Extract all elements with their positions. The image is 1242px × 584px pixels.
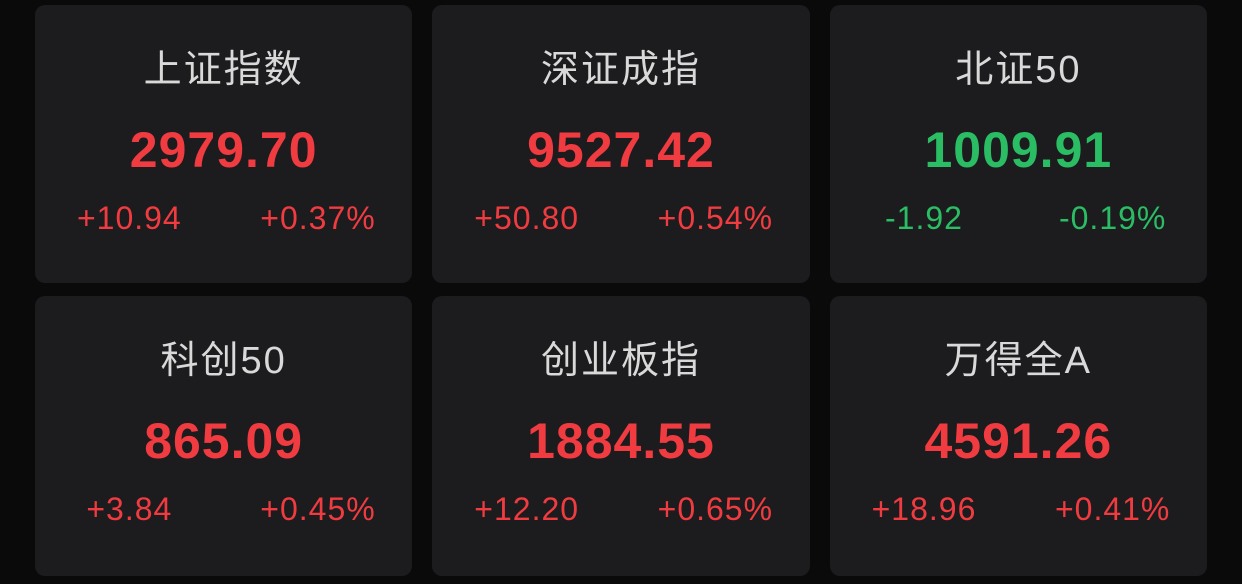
- index-change-pct: +0.37%: [260, 200, 376, 236]
- index-change-row: +50.80 +0.54%: [432, 200, 809, 236]
- index-change: +10.94: [76, 200, 182, 236]
- index-change: -1.92: [885, 200, 963, 236]
- index-card[interactable]: 万得全A 4591.26 +18.96 +0.41%: [829, 296, 1207, 576]
- index-name: 万得全A: [944, 340, 1092, 382]
- index-change: +18.96: [871, 491, 977, 527]
- index-value: 2979.70: [129, 122, 318, 178]
- index-name: 科创50: [160, 340, 287, 382]
- index-value: 4591.26: [924, 413, 1113, 469]
- index-name: 上证指数: [143, 49, 304, 91]
- index-value: 865.09: [144, 413, 304, 469]
- index-card[interactable]: 深证成指 9527.42 +50.80 +0.54%: [432, 5, 810, 283]
- index-change-row: -1.92 -0.19%: [830, 200, 1207, 236]
- index-change-pct: -0.19%: [1058, 200, 1167, 236]
- index-value: 9527.42: [527, 122, 715, 178]
- index-value: 1884.55: [527, 413, 715, 469]
- index-change-row: +3.84 +0.45%: [35, 491, 412, 527]
- index-change-pct: +0.54%: [657, 200, 774, 236]
- index-change: +50.80: [474, 200, 580, 236]
- index-change: +3.84: [86, 491, 173, 527]
- index-card[interactable]: 科创50 865.09 +3.84 +0.45%: [35, 296, 413, 576]
- index-name: 创业板指: [540, 340, 701, 382]
- index-change-pct: +0.65%: [657, 491, 774, 527]
- index-card[interactable]: 创业板指 1884.55 +12.20 +0.65%: [432, 296, 810, 576]
- index-change: +12.20: [474, 491, 580, 527]
- index-name: 北证50: [955, 49, 1082, 91]
- index-change-row: +10.94 +0.37%: [35, 200, 412, 236]
- index-change-row: +18.96 +0.41%: [830, 491, 1207, 527]
- index-card[interactable]: 上证指数 2979.70 +10.94 +0.37%: [35, 5, 413, 283]
- index-change-pct: +0.41%: [1054, 491, 1171, 527]
- index-name: 深证成指: [540, 49, 701, 91]
- index-change-pct: +0.45%: [260, 491, 376, 527]
- index-change-row: +12.20 +0.65%: [432, 491, 809, 527]
- index-card[interactable]: 北证50 1009.91 -1.92 -0.19%: [829, 5, 1207, 283]
- index-value: 1009.91: [924, 122, 1113, 178]
